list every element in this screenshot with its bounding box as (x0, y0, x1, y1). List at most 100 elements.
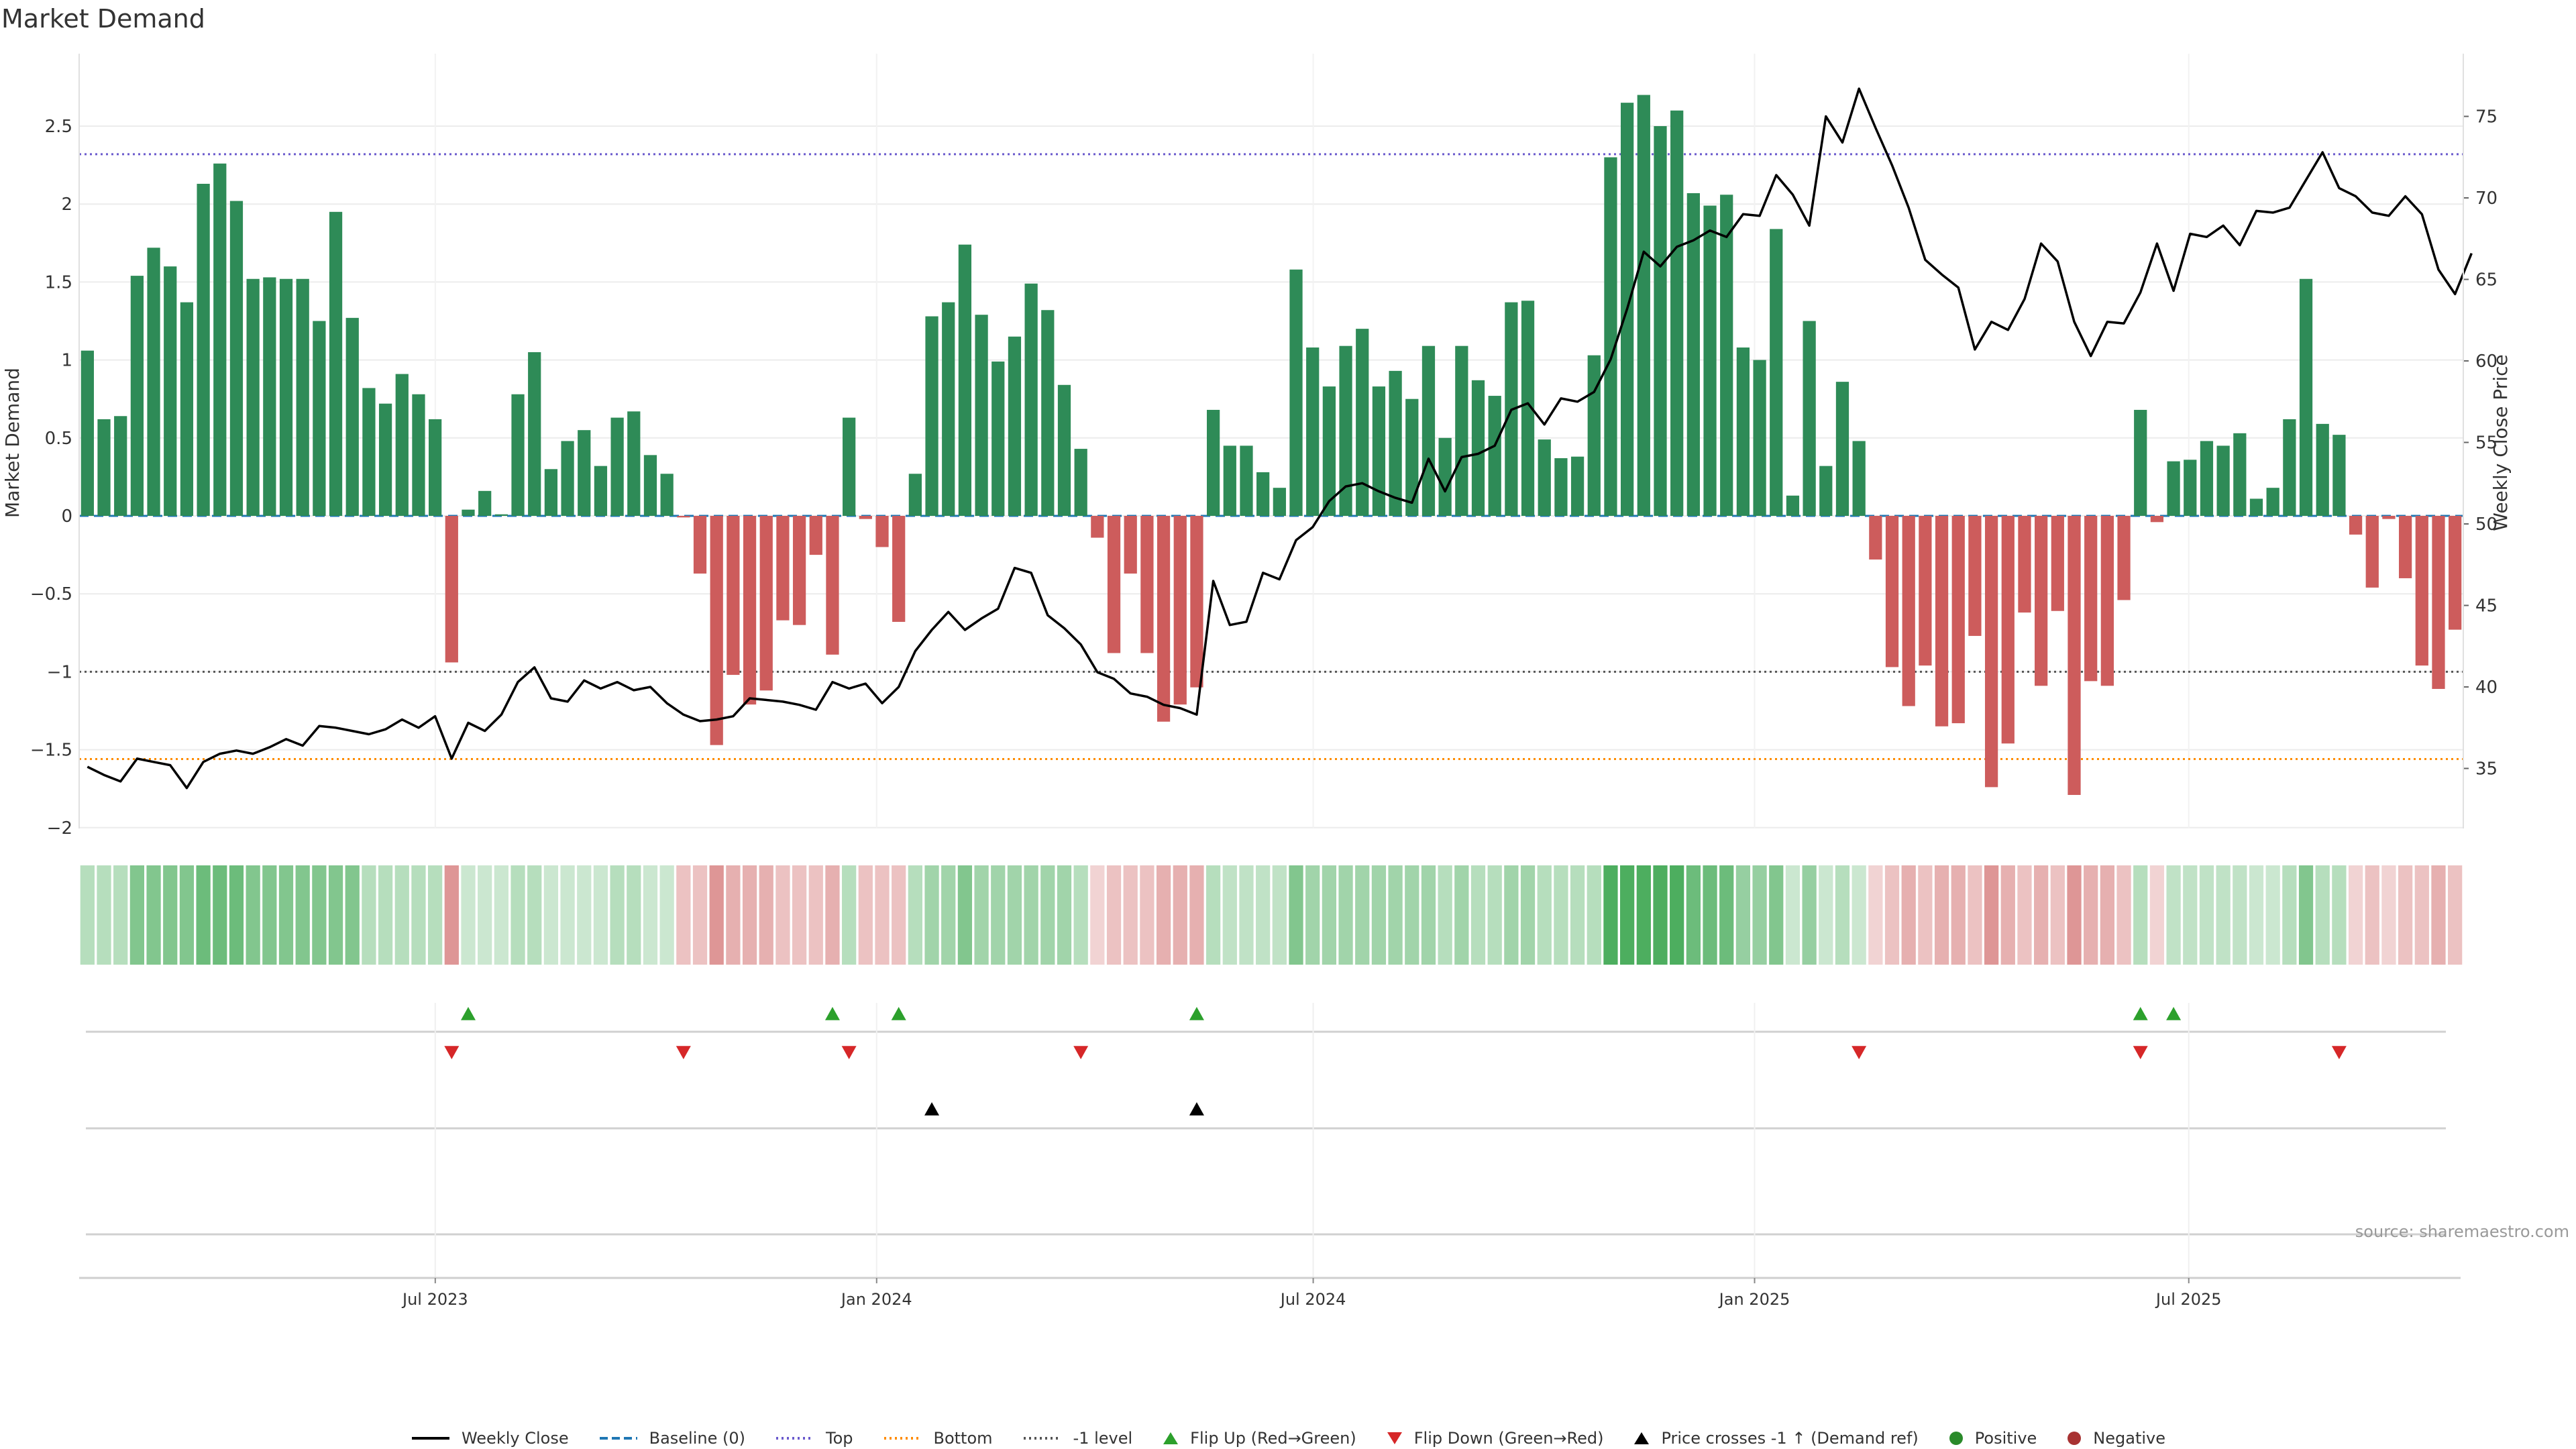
demand-bar (859, 516, 872, 519)
demand-bar (1190, 516, 1203, 688)
demand-bar (1471, 380, 1485, 516)
demand-bar (1008, 336, 1022, 516)
demand-bar (2332, 435, 2346, 516)
demand-bar (395, 374, 409, 516)
legend-item-minus_one: -1 level (1022, 1429, 1132, 1448)
demand-bar (2266, 488, 2279, 516)
momentum-cell (1421, 865, 1436, 965)
momentum-cell (2398, 865, 2413, 965)
demand-bar (1273, 488, 1286, 516)
y-tick-label-left: 0.5 (45, 429, 72, 449)
demand-bar (1869, 516, 1882, 560)
legend-label: Positive (1974, 1429, 2037, 1448)
momentum-cell (411, 865, 426, 965)
momentum-cell (858, 865, 873, 965)
momentum-cell (2199, 865, 2214, 965)
demand-bar (1289, 269, 1303, 516)
legend-label: Bottom (933, 1429, 993, 1448)
momentum-cell (328, 865, 343, 965)
legend-symbol (1387, 1432, 1402, 1444)
momentum-cell (908, 865, 922, 965)
demand-bar (2184, 460, 2197, 516)
momentum-cell (1438, 865, 1452, 965)
demand-bar (1686, 193, 1700, 516)
momentum-cell (1222, 865, 1237, 965)
momentum-cell (179, 865, 195, 965)
flip-up-marker (891, 1007, 906, 1020)
y-tick-label-right: 75 (2475, 107, 2498, 127)
momentum-cell (394, 865, 409, 965)
momentum-cell (2050, 865, 2065, 965)
momentum-cell (278, 865, 294, 965)
demand-bar (1306, 347, 1320, 516)
demand-bar (1753, 360, 1766, 516)
demand-bar (1835, 382, 1849, 516)
demand-bar (1538, 439, 1551, 516)
demand-bar (643, 455, 657, 516)
demand-bar (1919, 516, 1932, 666)
momentum-cell (1570, 865, 1585, 965)
momentum-cell (113, 865, 128, 965)
momentum-cell (262, 865, 277, 965)
demand-bar (809, 516, 822, 555)
momentum-cell (1322, 865, 1337, 965)
momentum-cell (1934, 865, 1949, 965)
momentum-cell (2000, 865, 2015, 965)
demand-bar (528, 352, 541, 516)
momentum-cell (924, 865, 939, 965)
demand-bar (1256, 472, 1270, 516)
demand-bars (80, 95, 2462, 795)
momentum-cell (974, 865, 989, 965)
momentum-cell (2017, 865, 2032, 965)
demand-bar (130, 276, 144, 516)
demand-bar (313, 321, 326, 516)
demand-bar (2316, 423, 2329, 516)
momentum-cell (129, 865, 145, 965)
momentum-cell (1653, 865, 1668, 965)
demand-bar (362, 388, 376, 516)
demand-bar (908, 474, 922, 516)
momentum-cell (1735, 865, 1751, 965)
legend: Weekly Close Baseline (0) Top Bottom -1 leve… (0, 1429, 2576, 1448)
legend-item-top: Top (775, 1429, 853, 1448)
momentum-cell (2183, 865, 2198, 965)
flip-up-marker (2133, 1007, 2148, 1020)
momentum-cell (362, 865, 376, 965)
momentum-cell (2414, 865, 2429, 965)
momentum-cell (1587, 865, 1601, 965)
demand-bar (1173, 516, 1187, 705)
momentum-cell (1106, 865, 1122, 965)
demand-bar (114, 416, 127, 516)
legend-label: Price crosses -1 ↑ (Demand ref) (1661, 1429, 1919, 1448)
demand-bar (462, 509, 475, 516)
momentum-cell (1968, 865, 1982, 965)
momentum-cell (246, 865, 260, 965)
demand-bar (478, 490, 492, 516)
y-tick-label-left: 1.5 (45, 272, 72, 292)
momentum-cell (808, 865, 823, 965)
momentum-cell (1603, 865, 1618, 965)
momentum-cell (2149, 865, 2165, 965)
momentum-cell (941, 865, 956, 965)
demand-bar (2018, 516, 2031, 613)
source-credit: source: sharemaestro.com (2355, 1222, 2569, 1241)
momentum-cell (2100, 865, 2114, 965)
momentum-cell (593, 865, 608, 965)
momentum-cell (1851, 865, 1866, 965)
momentum-cell (2381, 865, 2396, 965)
demand-bar (1951, 516, 1965, 724)
demand-bar (743, 516, 757, 705)
legend-symbol (411, 1437, 449, 1440)
legend-label: Baseline (0) (649, 1429, 745, 1448)
legend-symbol (1163, 1432, 1179, 1444)
demand-bar (429, 419, 442, 516)
demand-bar (594, 466, 608, 516)
flip-up-marker (460, 1007, 476, 1020)
momentum-cell (759, 865, 773, 965)
demand-bar (1140, 516, 1154, 653)
momentum-cell (560, 865, 575, 965)
demand-bar (1455, 345, 1468, 516)
demand-bar (2449, 516, 2462, 630)
momentum-cell (1305, 865, 1320, 965)
demand-bar (2233, 433, 2247, 516)
